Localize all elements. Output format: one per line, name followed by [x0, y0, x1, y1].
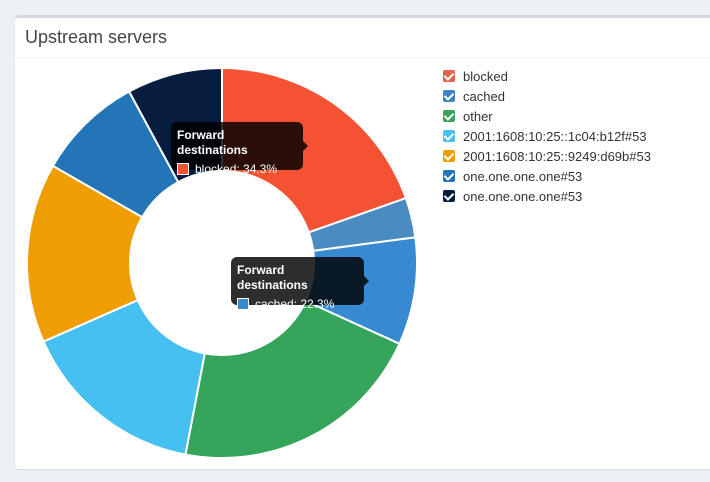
- legend-label: 2001:1608:10:25::9249:d69b#53: [463, 148, 651, 164]
- slice-2001-1608-10-25-1c04-b12f-53[interactable]: [42, 298, 206, 456]
- legend-label: one.one.one.one#53: [463, 168, 583, 184]
- legend-checkbox-icon: [443, 110, 455, 122]
- slice-2001-1608-10-25-9249-d69b-53[interactable]: [26, 164, 144, 343]
- legend-checkbox-icon: [443, 130, 455, 142]
- legend-checkbox-icon: [443, 70, 455, 82]
- legend-checkbox-icon: [443, 90, 455, 102]
- legend-label: 2001:1608:10:25::1c04:b12f#53: [463, 128, 647, 144]
- legend-item[interactable]: blocked: [443, 66, 651, 86]
- tooltip-value: blocked: 34.3%: [195, 162, 278, 176]
- legend-item[interactable]: one.one.one.one#53: [443, 186, 651, 206]
- tooltip-swatch: [237, 298, 249, 310]
- panel-title: Upstream servers: [25, 27, 168, 47]
- slice-blocked[interactable]: [221, 66, 408, 234]
- tooltip-swatch: [177, 163, 189, 175]
- legend-label: one.one.one.one#53: [463, 188, 583, 204]
- legend-label: cached: [463, 88, 505, 104]
- tooltip-value: cached: 22.3%: [255, 297, 335, 311]
- legend-checkbox-icon: [443, 150, 455, 162]
- panel-header: Upstream servers: [15, 18, 710, 58]
- legend-checkbox-icon: [443, 190, 455, 202]
- legend-item[interactable]: 2001:1608:10:25::9249:d69b#53: [443, 146, 651, 166]
- slice-other[interactable]: [184, 299, 401, 459]
- chart-tooltip-blocked: Forward destinations blocked: 34.3%: [171, 122, 308, 176]
- legend-item[interactable]: 2001:1608:10:25::1c04:b12f#53: [443, 126, 651, 146]
- legend-label: blocked: [463, 68, 508, 84]
- legend-item[interactable]: cached: [443, 86, 651, 106]
- legend-item[interactable]: other: [443, 106, 651, 126]
- legend-item[interactable]: one.one.one.one#53: [443, 166, 651, 186]
- tooltip-title: Forward destinations: [237, 263, 308, 292]
- chart-tooltip-cached: Forward destinations cached: 22.3%: [231, 257, 369, 311]
- legend-label: other: [463, 108, 493, 124]
- tooltip-title: Forward destinations: [177, 128, 248, 157]
- legend-checkbox-icon: [443, 170, 455, 182]
